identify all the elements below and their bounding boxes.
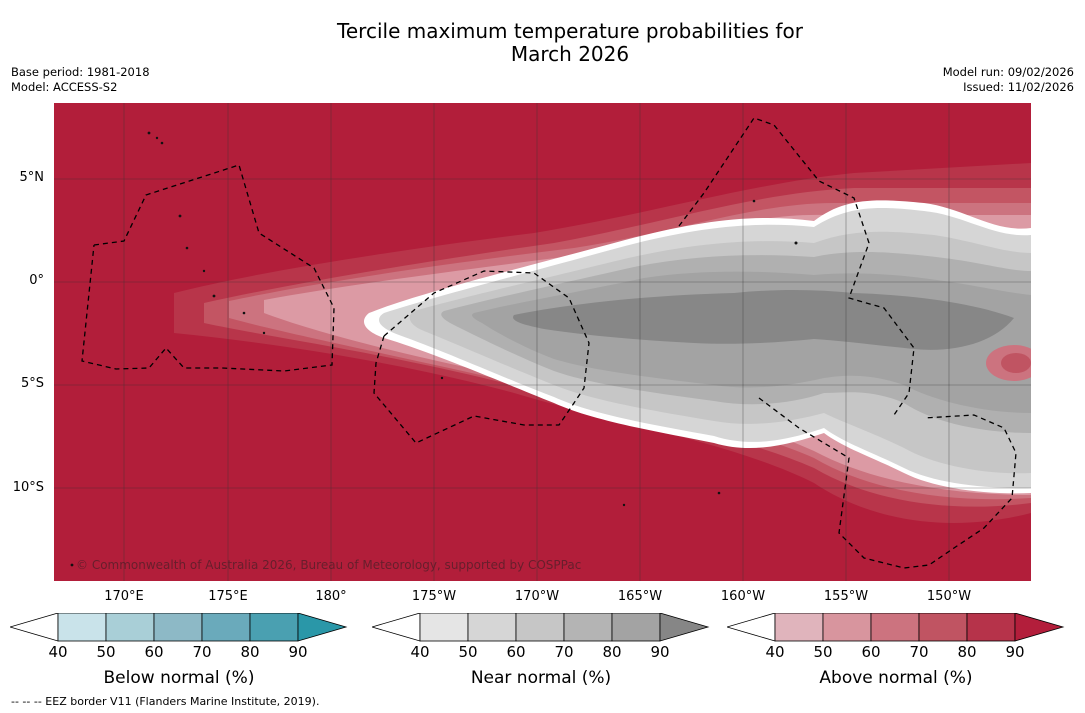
- colorbar-segment: [563, 613, 613, 642]
- eez-footnote: -- -- -- EEZ border V11 (Flanders Marine…: [11, 695, 320, 708]
- colorbar-segment: [153, 613, 203, 642]
- colorbar-tick-label: 80: [602, 643, 622, 661]
- colorbar-title-above: Above normal (%): [819, 668, 973, 688]
- meta-right: Model run: 09/02/2026 Issued: 11/02/2026: [943, 65, 1074, 95]
- eez-border-kiribati-phoenix: [678, 117, 915, 416]
- eez-borders: [81, 117, 1017, 569]
- base-period: Base period: 1981-2018: [11, 65, 150, 79]
- lat-label: 0°: [29, 273, 44, 288]
- lat-label: 5°N: [19, 170, 45, 185]
- copyright-notice: © Commonwealth of Australia 2026, Bureau…: [76, 558, 582, 572]
- colorbar-tick-label: 80: [957, 643, 977, 661]
- colorbar-segment: [774, 613, 824, 642]
- colorbar-segment: [105, 613, 155, 642]
- colorbar-above-normal: [727, 613, 1065, 642]
- colorbar-segment: [57, 613, 107, 642]
- colorbar-segment: [611, 613, 661, 642]
- islands: [70, 131, 798, 567]
- colorbar-title-below: Below normal (%): [103, 668, 255, 688]
- model-name: Model: ACCESS-S2: [11, 80, 118, 94]
- colorbar-tick-label: 90: [288, 643, 308, 661]
- colorbar-segment: [918, 613, 968, 642]
- colorbar-tick-label: 80: [240, 643, 260, 661]
- issued-date: Issued: 11/02/2026: [963, 80, 1074, 94]
- colorbar-segment: [201, 613, 251, 642]
- colorbar-tick-label: 50: [96, 643, 116, 661]
- title-line-1: Tercile maximum temperature probabilitie…: [337, 19, 803, 43]
- colorbar-tick-label: 50: [813, 643, 833, 661]
- lon-label: 175°W: [411, 589, 457, 604]
- lat-label: 10°S: [12, 480, 44, 495]
- colorbar-tick-label: 60: [861, 643, 881, 661]
- lon-label: 160°W: [720, 589, 766, 604]
- colorbar-tick-label: 90: [1005, 643, 1025, 661]
- colorbar-below-normal: [10, 613, 348, 642]
- lon-label: 155°W: [823, 589, 869, 604]
- lon-label: 170°W: [514, 589, 560, 604]
- colorbar-tick-label: 60: [144, 643, 164, 661]
- colorbar-segment: [249, 613, 299, 642]
- chart-title: Tercile maximum temperature probabilitie…: [0, 20, 1085, 66]
- colorbar-tick-label: 40: [48, 643, 68, 661]
- eez-border-kiribati-gilbert: [81, 164, 335, 372]
- colorbar-segment: [659, 613, 710, 642]
- lon-label: 150°W: [926, 589, 972, 604]
- colorbar-segment: [372, 613, 421, 642]
- colorbar-tick-label: 90: [650, 643, 670, 661]
- colorbar-tick-label: 70: [192, 643, 212, 661]
- colorbar-segment: [467, 613, 517, 642]
- colorbar-segment: [419, 613, 469, 642]
- colorbar-segment: [966, 613, 1016, 642]
- colorbar-tick-label: 50: [458, 643, 478, 661]
- colorbar-tick-label: 40: [410, 643, 430, 661]
- colorbar-near-normal: [372, 613, 710, 642]
- lat-label: 5°S: [20, 376, 44, 391]
- colorbar-segment: [1014, 613, 1065, 642]
- near90-region: [513, 290, 1014, 350]
- meta-left: Base period: 1981-2018 Model: ACCESS-S2: [11, 65, 150, 95]
- colorbar-segment: [822, 613, 872, 642]
- title-line-2: March 2026: [510, 42, 630, 66]
- colorbar-segment: [515, 613, 565, 642]
- colorbar-tick-label: 70: [554, 643, 574, 661]
- colorbar-tick-label: 60: [506, 643, 526, 661]
- lon-label: 175°E: [208, 589, 248, 604]
- colorbar-segment: [870, 613, 920, 642]
- model-run: Model run: 09/02/2026: [942, 65, 1074, 79]
- colorbar-title-near: Near normal (%): [470, 668, 612, 688]
- colorbar-segment: [297, 613, 348, 642]
- colorbar-segment: [727, 613, 776, 642]
- eez-border-cook: [758, 397, 1017, 569]
- colorbar-segment: [10, 613, 59, 642]
- lon-label: 170°E: [104, 589, 144, 604]
- colorbar-tick-label: 70: [909, 643, 929, 661]
- above-patch-east-core: [1001, 353, 1031, 373]
- eez-border-tokelau: [373, 270, 590, 444]
- colorbar-tick-label: 40: [765, 643, 785, 661]
- lon-label: 180°: [315, 589, 347, 604]
- lon-label: 165°W: [617, 589, 663, 604]
- probability-map[interactable]: [54, 103, 1031, 581]
- graticule: [54, 103, 1031, 581]
